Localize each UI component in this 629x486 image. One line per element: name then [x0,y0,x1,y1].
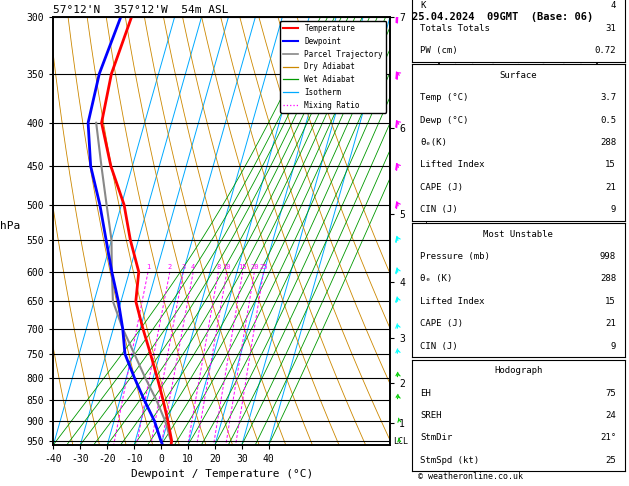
Text: StmDir: StmDir [421,434,453,442]
Text: θₑ (K): θₑ (K) [421,275,453,283]
Text: 24: 24 [605,411,616,420]
Text: 10: 10 [223,264,231,270]
Text: 57°12'N  357°12'W  54m ASL: 57°12'N 357°12'W 54m ASL [53,5,229,15]
Text: Dewp (°C): Dewp (°C) [421,116,469,124]
Text: © weatheronline.co.uk: © weatheronline.co.uk [418,472,523,481]
Text: Lifted Index: Lifted Index [421,160,485,169]
Text: 21°: 21° [600,434,616,442]
Text: kt: kt [443,19,454,29]
Text: 20: 20 [250,264,259,270]
Text: θₑ(K): θₑ(K) [421,138,447,147]
Text: Surface: Surface [499,71,537,80]
Text: 288: 288 [600,275,616,283]
Text: Pressure (mb): Pressure (mb) [421,252,491,261]
Text: 3.7: 3.7 [600,93,616,102]
Text: 2: 2 [168,264,172,270]
Text: Hodograph: Hodograph [494,366,542,375]
Text: 8: 8 [216,264,221,270]
Text: 25: 25 [605,456,616,465]
Text: 21: 21 [605,183,616,191]
X-axis label: Dewpoint / Temperature (°C): Dewpoint / Temperature (°C) [131,469,313,479]
Text: 15: 15 [238,264,247,270]
Text: Most Unstable: Most Unstable [483,230,554,239]
Text: EH: EH [421,389,431,398]
Text: 75: 75 [605,389,616,398]
Text: 4: 4 [191,264,196,270]
Text: 9: 9 [611,342,616,350]
Text: CIN (J): CIN (J) [421,205,458,214]
Text: 3: 3 [181,264,186,270]
Text: CAPE (J): CAPE (J) [421,183,464,191]
Text: 9: 9 [611,205,616,214]
Text: 998: 998 [600,252,616,261]
Text: 0.72: 0.72 [594,46,616,55]
Text: 25: 25 [259,264,268,270]
Text: SREH: SREH [421,411,442,420]
Text: Lifted Index: Lifted Index [421,297,485,306]
Text: 31: 31 [605,24,616,33]
Y-axis label: hPa: hPa [0,221,20,231]
Legend: Temperature, Dewpoint, Parcel Trajectory, Dry Adiabat, Wet Adiabat, Isotherm, Mi: Temperature, Dewpoint, Parcel Trajectory… [280,21,386,113]
Text: LCL: LCL [393,437,408,447]
Text: 15: 15 [605,297,616,306]
Text: 21: 21 [605,319,616,328]
Text: 0.5: 0.5 [600,116,616,124]
Text: K: K [421,1,426,10]
Text: 4: 4 [611,1,616,10]
Text: Temp (°C): Temp (°C) [421,93,469,102]
Text: PW (cm): PW (cm) [421,46,458,55]
Text: 25.04.2024  09GMT  (Base: 06): 25.04.2024 09GMT (Base: 06) [412,12,593,22]
Text: StmSpd (kt): StmSpd (kt) [421,456,480,465]
Text: CAPE (J): CAPE (J) [421,319,464,328]
Text: Totals Totals: Totals Totals [421,24,491,33]
Text: 1: 1 [146,264,150,270]
Text: Mixing Ratio (g/kg): Mixing Ratio (g/kg) [426,247,435,343]
Text: 15: 15 [605,160,616,169]
Text: 288: 288 [600,138,616,147]
Text: CIN (J): CIN (J) [421,342,458,350]
Y-axis label: km
ASL: km ASL [423,221,437,241]
